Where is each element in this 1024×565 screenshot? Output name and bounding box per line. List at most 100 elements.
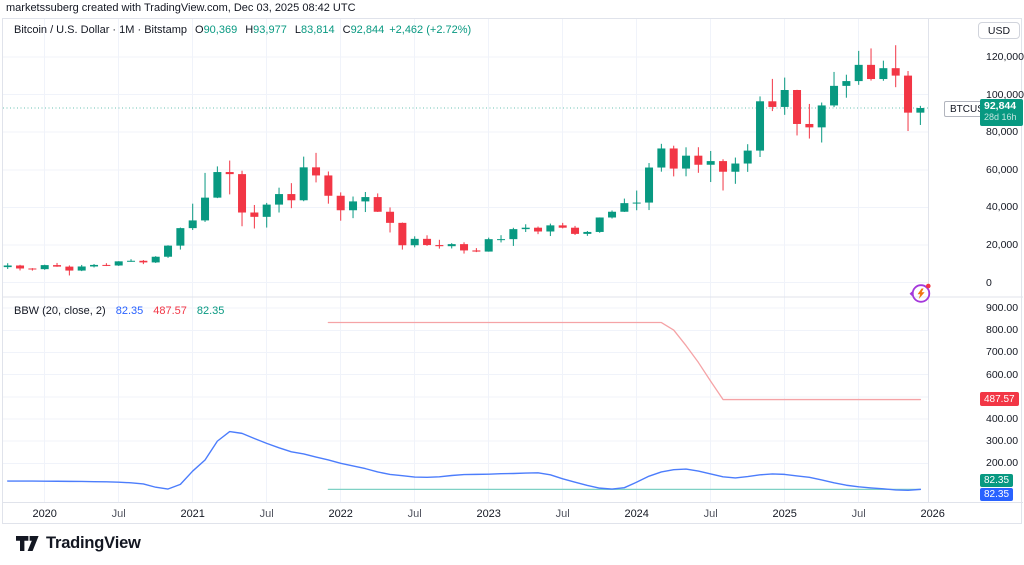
price-tick-label: 60,000 bbox=[986, 163, 1019, 176]
candle-body bbox=[546, 225, 555, 232]
symbol-legend: Bitcoin / U.S. Dollar · 1M · Bitstamp O9… bbox=[14, 24, 471, 36]
time-tick-label: 2022 bbox=[328, 508, 353, 520]
candle-wick bbox=[56, 262, 58, 267]
candle-body bbox=[521, 227, 530, 230]
price-tick-label: 120,000 bbox=[986, 50, 1024, 63]
change-value: +2,462 (+2.72%) bbox=[389, 24, 472, 36]
close-label: C bbox=[342, 24, 351, 36]
candle-body bbox=[484, 239, 493, 252]
candle-body bbox=[706, 161, 715, 165]
candle-body bbox=[139, 260, 148, 263]
bbw-line bbox=[6, 430, 922, 492]
candle-body bbox=[90, 264, 99, 267]
pane-separators bbox=[3, 19, 1023, 503]
time-tick-label: Jul bbox=[259, 508, 274, 520]
expansion-value-badge: 487.57 bbox=[980, 392, 1019, 406]
indicator-tick-label: 300.00 bbox=[986, 435, 1019, 448]
candle-body bbox=[768, 101, 777, 107]
candle-wick bbox=[845, 74, 847, 98]
chart-canvas[interactable] bbox=[3, 19, 1023, 525]
time-tick-label: Jul bbox=[703, 508, 718, 520]
candle-wick bbox=[130, 259, 132, 262]
current-price-value: 92,844 bbox=[984, 100, 1017, 112]
candle-wick bbox=[636, 190, 638, 211]
low-value: 83,814 bbox=[300, 24, 335, 36]
indicator-tick-label: 600.00 bbox=[986, 368, 1019, 381]
candle-body bbox=[583, 231, 592, 234]
time-tick-label: Jul bbox=[851, 508, 866, 520]
candle-body bbox=[743, 150, 752, 164]
candle-body bbox=[842, 81, 851, 86]
candle-body bbox=[114, 261, 123, 266]
candle-wick bbox=[438, 239, 440, 249]
candle-body bbox=[682, 155, 691, 169]
price-tick-label: 0 bbox=[986, 276, 992, 289]
candle-body bbox=[891, 68, 900, 76]
candle-wick bbox=[105, 263, 107, 267]
time-tick-label: Jul bbox=[555, 508, 570, 520]
bbw-expansion-value: 487.57 bbox=[153, 305, 187, 317]
candle-body bbox=[225, 172, 234, 175]
time-tick-label: 2025 bbox=[772, 508, 797, 520]
candle-body bbox=[423, 238, 432, 246]
time-tick-label: Jul bbox=[111, 508, 126, 520]
candle-body bbox=[312, 167, 321, 176]
candle-body bbox=[398, 222, 407, 246]
candle-wick bbox=[192, 203, 194, 231]
candle-body bbox=[916, 107, 925, 113]
candle-body bbox=[645, 167, 654, 203]
high-value: 93,977 bbox=[253, 24, 287, 36]
candle-body bbox=[447, 244, 456, 247]
candle-wick bbox=[895, 45, 897, 88]
candle-wick bbox=[919, 105, 921, 125]
candle-body bbox=[632, 202, 641, 204]
time-tick-label: 2023 bbox=[476, 508, 501, 520]
symbol-title: Bitcoin / U.S. Dollar · 1M · Bitstamp bbox=[14, 24, 187, 36]
candle-body bbox=[558, 225, 567, 228]
tradingview-logo-text: TradingView bbox=[46, 534, 141, 552]
indicator-legend: BBW (20, close, 2) 82.35 487.57 82.35 bbox=[14, 305, 224, 317]
candle-body bbox=[77, 266, 86, 271]
lightning-stream-icon[interactable] bbox=[906, 279, 934, 307]
candle-body bbox=[534, 227, 543, 232]
candle-body bbox=[213, 172, 222, 198]
candle-body bbox=[262, 204, 271, 217]
candle-body bbox=[805, 123, 814, 128]
candle-wick bbox=[500, 235, 502, 243]
candle-body bbox=[410, 238, 419, 246]
time-tick-label: Jul bbox=[407, 508, 422, 520]
price-tick-label: 20,000 bbox=[986, 239, 1019, 252]
low-label: L bbox=[294, 24, 301, 36]
candle-body bbox=[509, 229, 518, 240]
candle-body bbox=[102, 264, 111, 266]
candle-wick bbox=[870, 48, 872, 81]
currency-toggle-button[interactable]: USD bbox=[978, 22, 1020, 39]
indicator-tick-label: 800.00 bbox=[986, 324, 1019, 337]
candle-body bbox=[854, 64, 863, 82]
candle-body bbox=[324, 175, 333, 196]
candle-body bbox=[16, 265, 25, 269]
candle-body bbox=[669, 148, 678, 169]
time-tick-label: 2026 bbox=[920, 508, 945, 520]
candle-body bbox=[127, 260, 136, 262]
open-value: 90,369 bbox=[203, 24, 238, 36]
candle-body bbox=[188, 220, 197, 229]
candle-body bbox=[275, 194, 284, 205]
time-tick-label: 2021 bbox=[180, 508, 205, 520]
candle-body bbox=[472, 250, 481, 252]
candle-body bbox=[657, 148, 666, 168]
high-label: H bbox=[245, 24, 254, 36]
tradingview-logo-mark bbox=[16, 535, 39, 551]
attribution-text: marketssuberg created with TradingView.c… bbox=[6, 2, 356, 14]
candle-body bbox=[595, 217, 604, 232]
price-tick-label: 40,000 bbox=[986, 201, 1019, 214]
bar-countdown: 28d 16h bbox=[984, 112, 1017, 122]
price-tick-label: 80,000 bbox=[986, 126, 1019, 139]
tradingview-logo[interactable]: TradingView bbox=[16, 534, 141, 553]
candle-body bbox=[176, 228, 185, 246]
candles-group bbox=[3, 45, 925, 276]
candle-wick bbox=[722, 159, 724, 191]
candle-body bbox=[608, 211, 617, 218]
candle-body bbox=[571, 227, 580, 234]
indicator-tick-label: 200.00 bbox=[986, 457, 1019, 470]
